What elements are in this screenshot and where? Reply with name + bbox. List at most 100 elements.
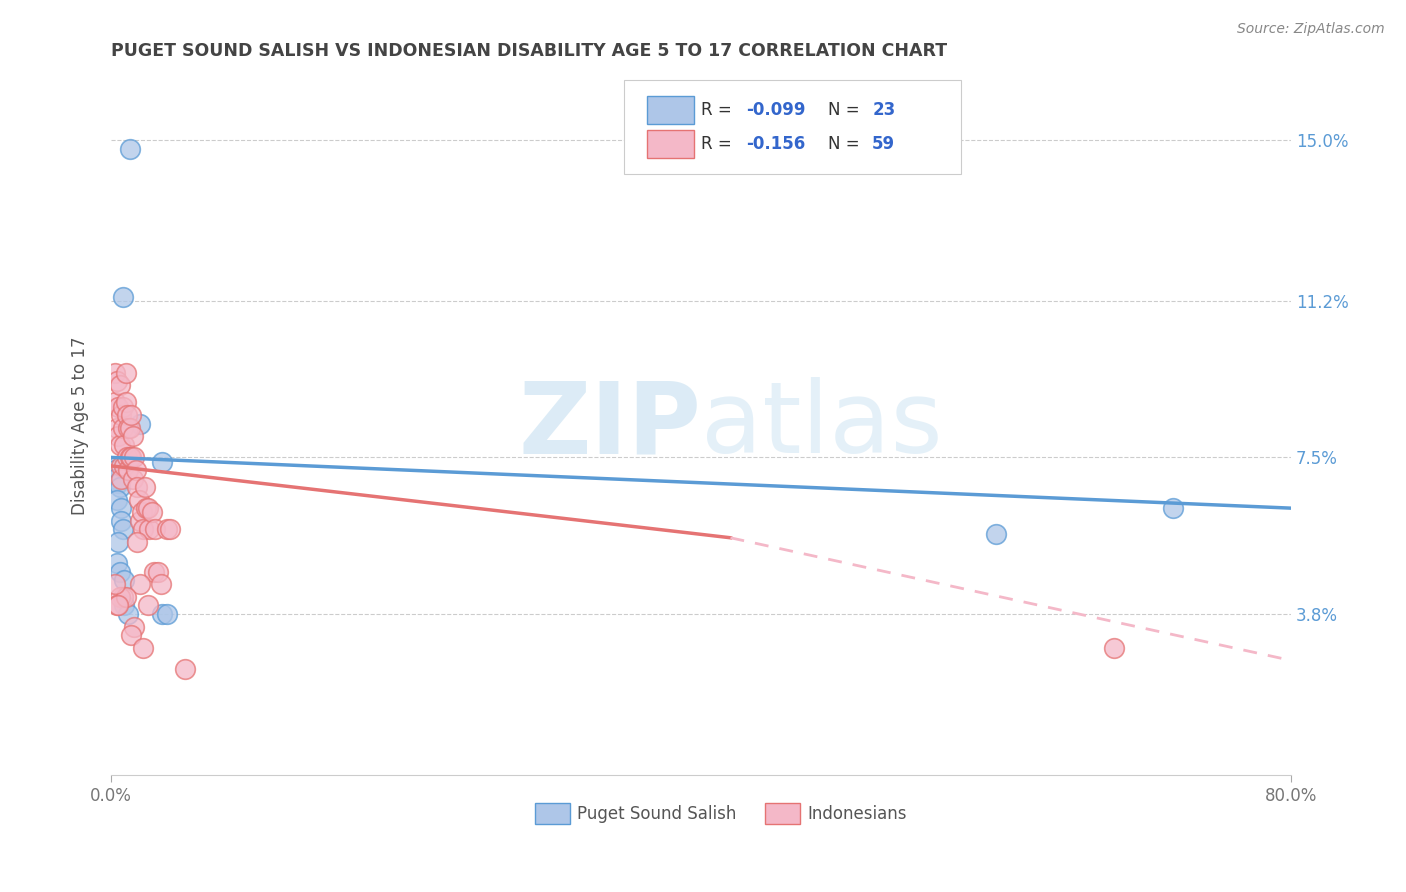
Point	[129, 417, 152, 431]
Point	[129, 514, 152, 528]
Point	[132, 522, 155, 536]
Text: Source: ZipAtlas.com: Source: ZipAtlas.com	[1237, 22, 1385, 37]
Point	[111, 522, 134, 536]
Point	[173, 662, 195, 676]
Point	[984, 526, 1007, 541]
Point	[124, 450, 146, 465]
Point	[110, 408, 132, 422]
Text: R =: R =	[702, 101, 737, 120]
FancyBboxPatch shape	[534, 804, 569, 824]
Point	[114, 395, 136, 409]
Point	[110, 458, 132, 473]
Point	[107, 535, 129, 549]
Point	[108, 438, 131, 452]
Text: atlas: atlas	[702, 377, 942, 475]
Point	[131, 505, 153, 519]
Point	[107, 599, 129, 613]
Point	[104, 463, 127, 477]
Point	[104, 471, 127, 485]
Point	[114, 366, 136, 380]
Point	[111, 400, 134, 414]
Point	[105, 556, 128, 570]
Point	[112, 458, 135, 473]
Point	[159, 522, 181, 536]
Point	[107, 429, 129, 443]
Point	[111, 590, 134, 604]
Point	[127, 480, 149, 494]
Point	[120, 408, 142, 422]
Point	[135, 501, 157, 516]
Point	[112, 438, 135, 452]
Text: 59: 59	[872, 135, 896, 153]
Point	[104, 395, 127, 409]
Point	[120, 628, 142, 642]
FancyBboxPatch shape	[765, 804, 800, 824]
Point	[111, 421, 134, 435]
Point	[118, 450, 141, 465]
Y-axis label: Disability Age 5 to 17: Disability Age 5 to 17	[72, 336, 89, 515]
FancyBboxPatch shape	[624, 80, 960, 174]
Point	[129, 577, 152, 591]
Point	[143, 522, 166, 536]
Text: Puget Sound Salish: Puget Sound Salish	[576, 805, 737, 822]
Point	[134, 480, 156, 494]
Point	[108, 480, 131, 494]
Point	[105, 599, 128, 613]
Point	[152, 455, 174, 469]
Point	[107, 475, 129, 490]
Point	[110, 514, 132, 528]
Text: Indonesians: Indonesians	[807, 805, 907, 822]
Point	[105, 421, 128, 435]
Point	[115, 408, 138, 422]
Text: 23: 23	[872, 101, 896, 120]
Point	[114, 590, 136, 604]
Text: -0.156: -0.156	[745, 135, 806, 153]
Point	[1161, 501, 1184, 516]
Point	[104, 366, 127, 380]
Point	[108, 590, 131, 604]
Point	[112, 573, 135, 587]
Point	[146, 565, 169, 579]
Point	[128, 492, 150, 507]
Point	[108, 378, 131, 392]
Point	[122, 471, 145, 485]
Text: R =: R =	[702, 135, 737, 153]
Point	[156, 607, 179, 621]
Point	[105, 492, 128, 507]
Point	[136, 599, 159, 613]
Point	[127, 535, 149, 549]
Point	[117, 607, 139, 621]
Point	[117, 463, 139, 477]
Point	[108, 565, 131, 579]
Point	[107, 400, 129, 414]
Point	[120, 450, 142, 465]
Text: N =: N =	[828, 101, 865, 120]
Point	[111, 290, 134, 304]
Point	[152, 607, 174, 621]
Text: N =: N =	[828, 135, 865, 153]
Point	[117, 421, 139, 435]
Point	[138, 522, 160, 536]
Point	[141, 505, 163, 519]
Point	[1102, 640, 1125, 655]
Point	[122, 429, 145, 443]
Point	[112, 599, 135, 613]
Point	[142, 565, 165, 579]
Text: PUGET SOUND SALISH VS INDONESIAN DISABILITY AGE 5 TO 17 CORRELATION CHART: PUGET SOUND SALISH VS INDONESIAN DISABIL…	[111, 42, 946, 60]
Point	[156, 522, 179, 536]
Point	[105, 374, 128, 388]
Text: ZIP: ZIP	[519, 377, 702, 475]
Point	[104, 577, 127, 591]
Point	[118, 421, 141, 435]
Point	[125, 463, 148, 477]
Point	[132, 640, 155, 655]
Text: -0.099: -0.099	[745, 101, 806, 120]
Point	[136, 501, 159, 516]
Point	[105, 458, 128, 473]
Point	[110, 501, 132, 516]
Point	[118, 142, 141, 156]
FancyBboxPatch shape	[647, 129, 695, 158]
Point	[124, 619, 146, 633]
Point	[115, 450, 138, 465]
Point	[149, 577, 172, 591]
